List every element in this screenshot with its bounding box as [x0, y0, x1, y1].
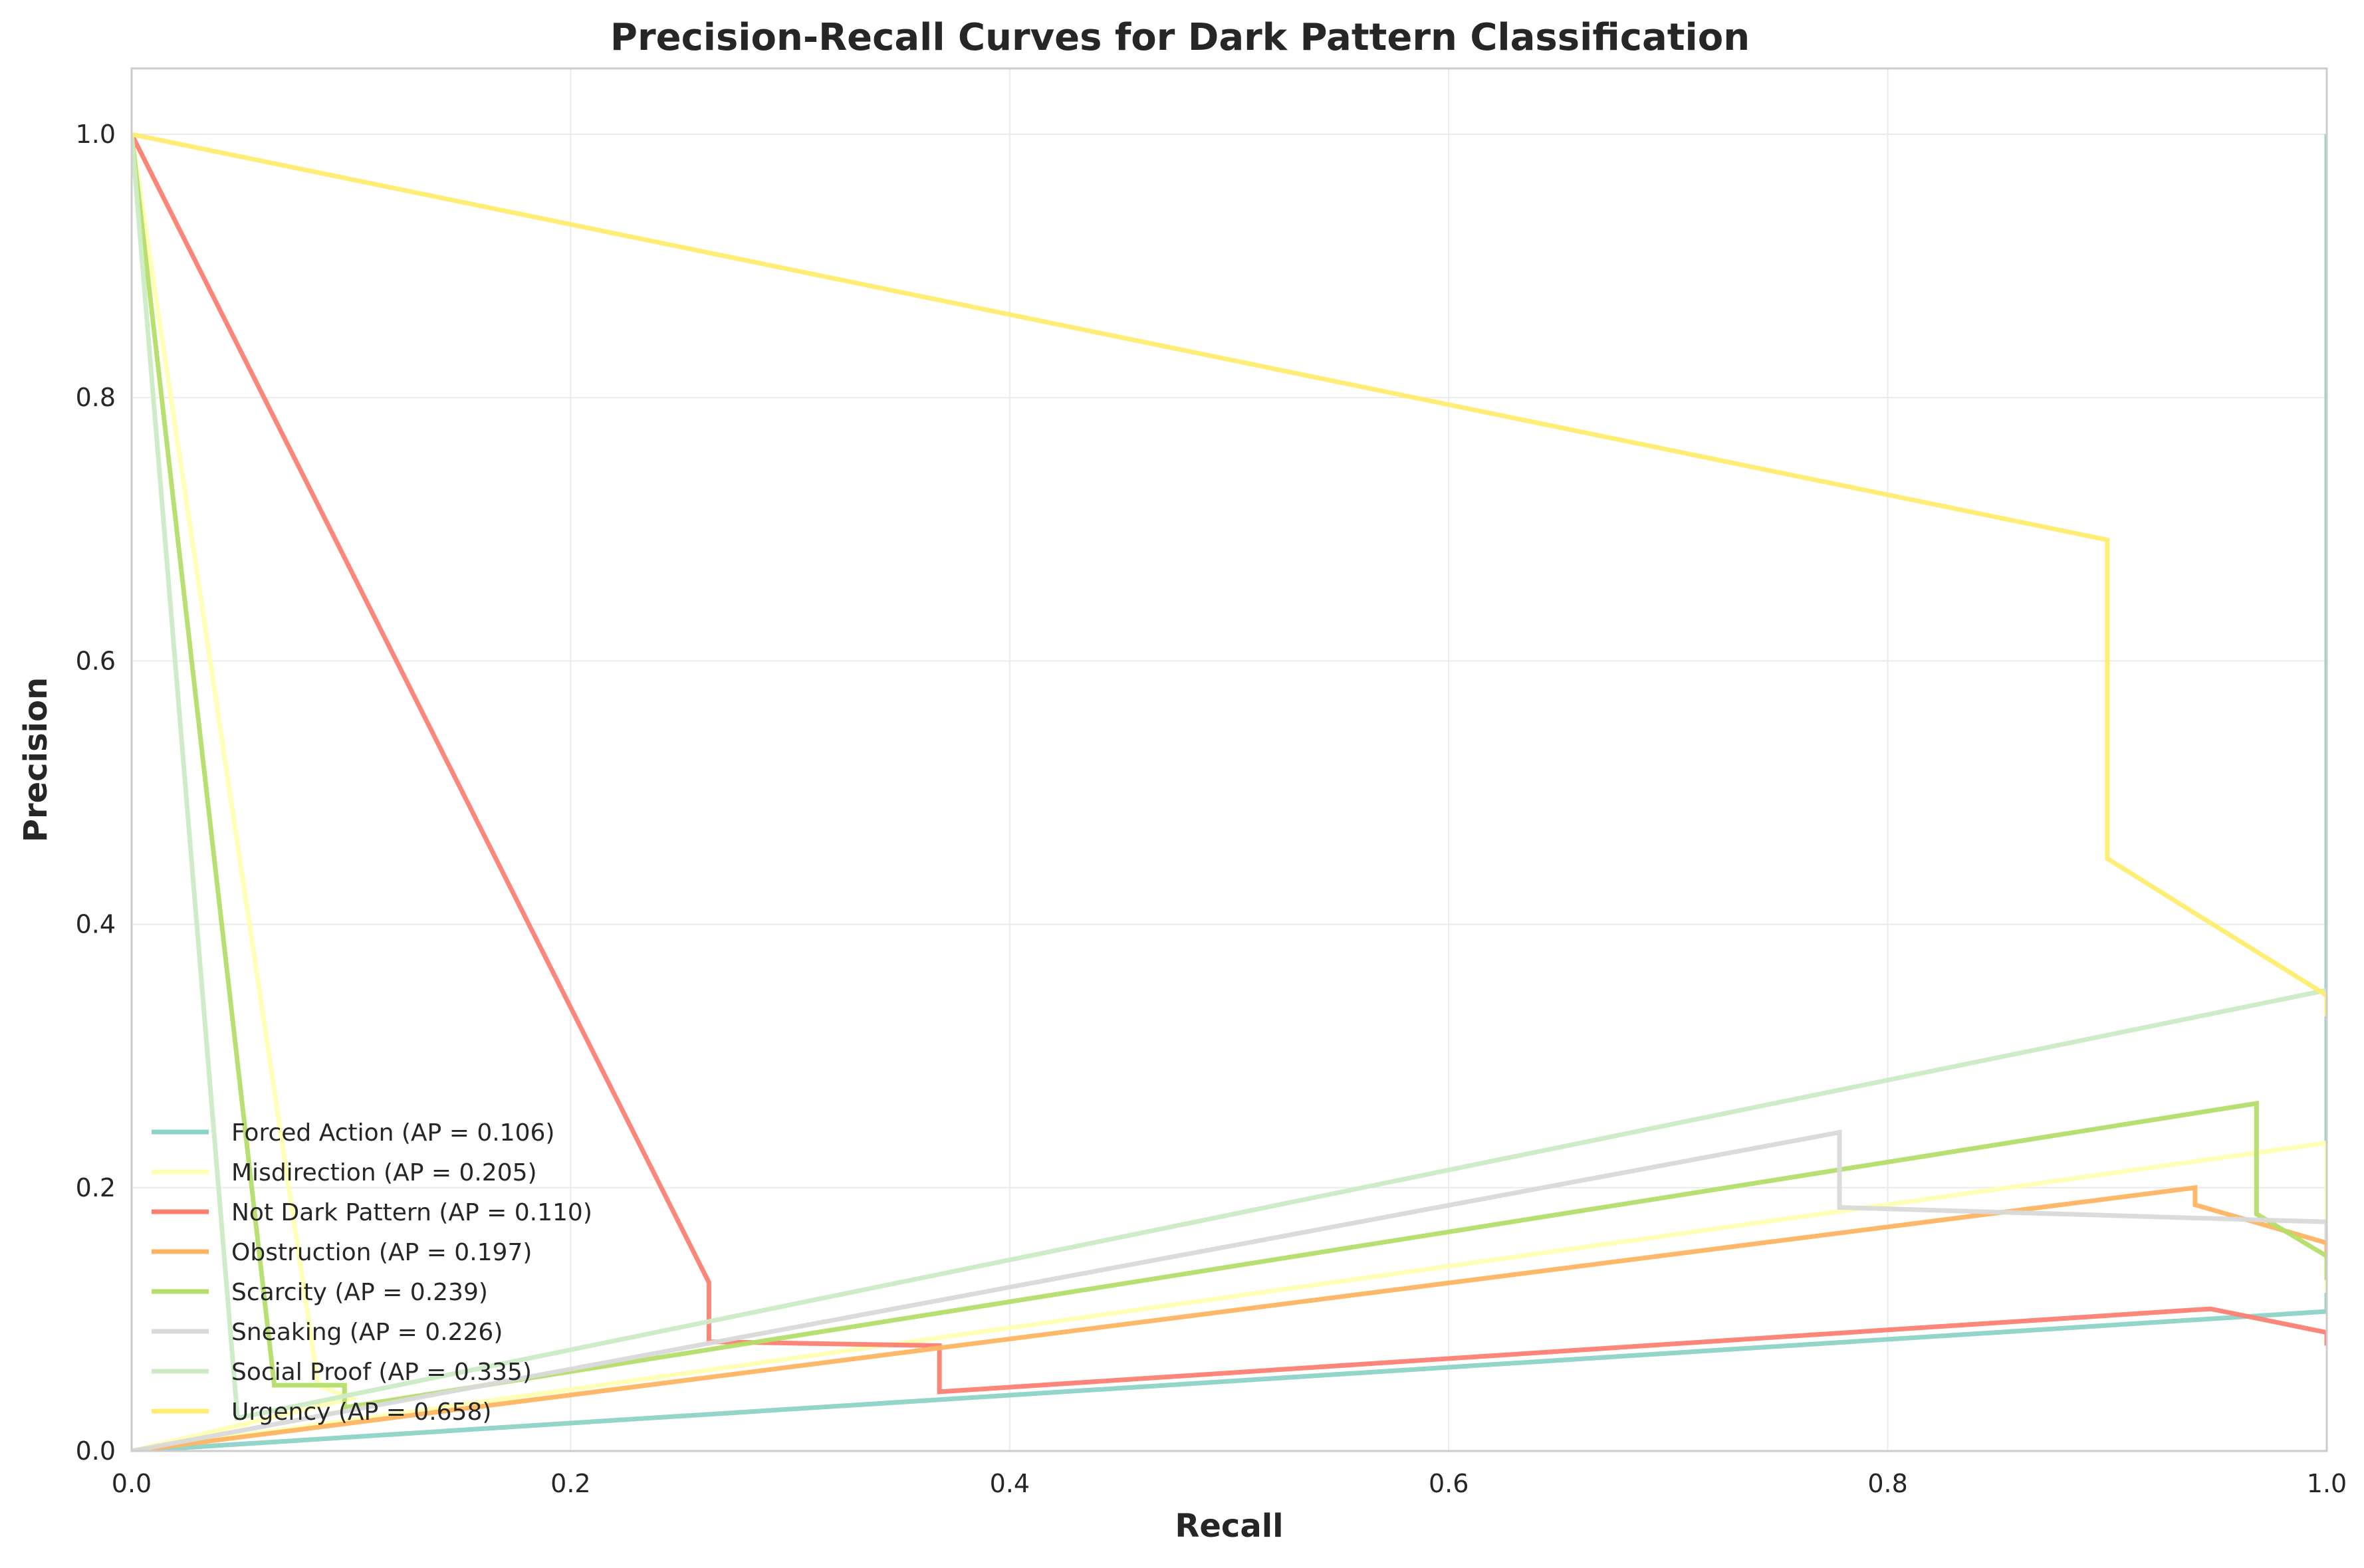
x-tick-label: 0.2 — [550, 1469, 590, 1498]
x-tick-label: 1.0 — [2307, 1469, 2347, 1498]
legend-label-forced-action: Forced Action (AP = 0.106) — [231, 1119, 554, 1147]
x-tick-label: 0.8 — [1867, 1469, 1907, 1498]
y-tick-label: 1.0 — [76, 120, 116, 149]
x-tick-label: 0.4 — [990, 1469, 1030, 1498]
x-tick-label: 0.0 — [112, 1469, 152, 1498]
y-tick-label: 0.8 — [76, 383, 116, 412]
series-line-urgency — [132, 132, 2327, 1017]
y-tick-label: 0.6 — [76, 646, 116, 675]
legend-label-obstruction: Obstruction (AP = 0.197) — [231, 1239, 532, 1266]
series-line-misdirection — [132, 134, 2327, 1451]
x-axis-label: Recall — [1175, 1508, 1283, 1545]
plot-frame — [130, 67, 2328, 1452]
series-line-obstruction — [132, 1184, 2327, 1451]
legend: Forced Action (AP = 0.106) Misdirection (… — [152, 1119, 592, 1426]
x-tick-label: 0.6 — [1429, 1469, 1469, 1498]
legend-label-misdirection: Misdirection (AP = 0.205) — [231, 1159, 537, 1186]
y-tick-label: 0.2 — [76, 1173, 116, 1202]
legend-label-social-proof: Social Proof (AP = 0.335) — [231, 1359, 532, 1386]
series-lines — [132, 132, 2327, 1451]
y-tick-label: 0.0 — [76, 1436, 116, 1466]
series-line-not-dark-pattern — [132, 133, 2327, 1395]
y-axis-label: Precision — [17, 677, 55, 842]
series-line-sneaking — [132, 1129, 2327, 1451]
legend-label-urgency: Urgency (AP = 0.658) — [231, 1399, 491, 1426]
legend-label-scarcity: Scarcity (AP = 0.239) — [231, 1279, 488, 1306]
chart-title: Precision-Recall Curves for Dark Pattern… — [610, 16, 1750, 59]
axis-ticks: 0.0 0.2 0.4 0.6 0.8 1.0 0.0 0.2 0.4 0.6 0.8 1.0 — [76, 120, 2347, 1498]
legend-label-not-dark-pattern: Not Dark Pattern (AP = 0.110) — [231, 1199, 592, 1226]
y-tick-label: 0.4 — [76, 910, 116, 939]
series-line-social-proof — [132, 134, 2327, 1421]
series-line-scarcity — [132, 134, 2327, 1410]
grid-lines — [131, 68, 2327, 1452]
legend-label-sneaking: Sneaking (AP = 0.226) — [231, 1319, 503, 1346]
series-line-forced-action — [132, 134, 2327, 1451]
